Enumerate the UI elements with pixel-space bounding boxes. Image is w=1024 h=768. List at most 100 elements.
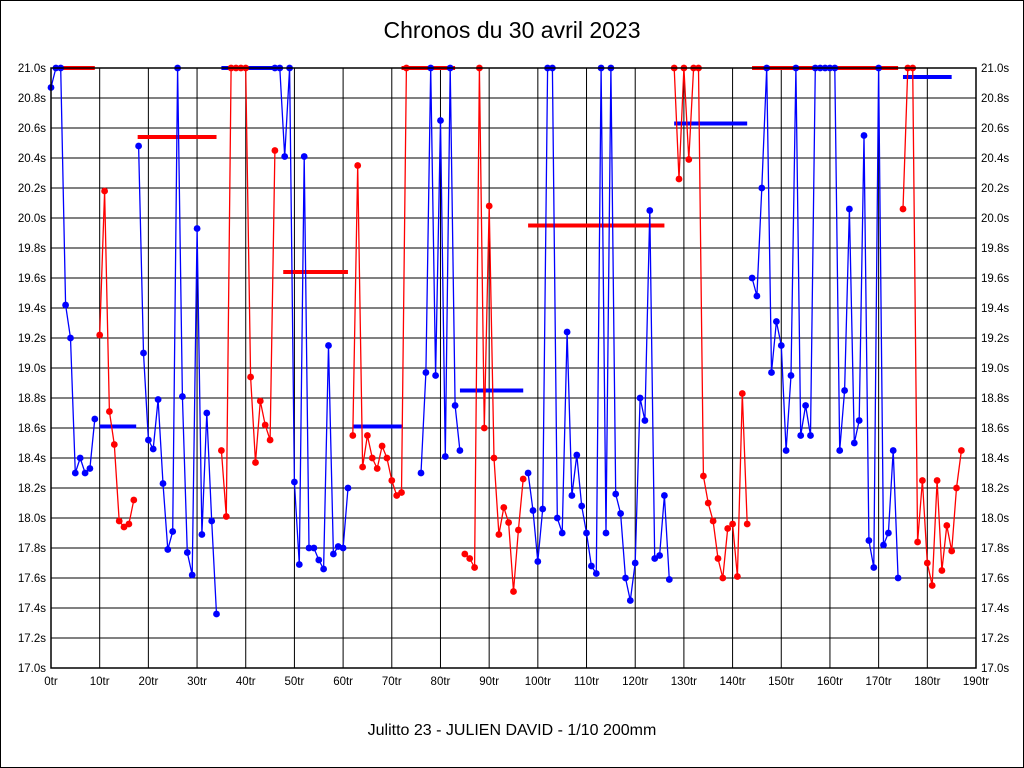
lap-dot <box>583 529 590 537</box>
lap-dot <box>145 436 152 444</box>
svg-text:20.4s: 20.4s <box>18 153 46 165</box>
lap-dot <box>115 517 123 525</box>
lap-dot <box>846 205 853 213</box>
lap-dot <box>291 478 298 486</box>
lap-dot <box>373 465 381 472</box>
lap-dot <box>315 556 323 564</box>
lap-dot <box>339 544 347 552</box>
svg-text:20.8s: 20.8s <box>981 93 1009 105</box>
svg-text:130tr: 130tr <box>671 676 697 688</box>
lap-dot <box>729 520 736 528</box>
svg-text:19.2s: 19.2s <box>981 333 1009 345</box>
lap-dot <box>958 447 965 454</box>
lap-dot <box>923 559 931 567</box>
lap-dot <box>588 562 595 570</box>
svg-text:20.0s: 20.0s <box>981 213 1009 225</box>
lap-dot <box>656 552 663 559</box>
lap-dot <box>889 447 897 454</box>
svg-text:40tr: 40tr <box>236 676 256 688</box>
lap-line <box>527 67 670 601</box>
lap-dot <box>81 469 89 477</box>
lap-dot <box>461 550 469 558</box>
svg-text:90tr: 90tr <box>479 676 499 688</box>
svg-text:20.2s: 20.2s <box>981 183 1009 195</box>
svg-text:19.4s: 19.4s <box>981 303 1009 315</box>
lap-dot <box>768 369 775 376</box>
svg-text:18.2s: 18.2s <box>18 483 46 495</box>
lap-dot <box>86 465 94 472</box>
lap-dot <box>213 610 220 618</box>
lap-dot <box>631 559 639 567</box>
lap-dot <box>349 432 357 439</box>
lap-dot <box>222 513 230 520</box>
svg-text:18.6s: 18.6s <box>18 423 46 435</box>
svg-text:21.0s: 21.0s <box>18 63 46 75</box>
lap-dot <box>154 396 162 403</box>
lap-dot <box>943 522 951 529</box>
lap-dot <box>106 408 113 415</box>
svg-text:17.6s: 17.6s <box>18 573 46 585</box>
lap-dot <box>758 184 766 192</box>
lap-dot <box>295 561 303 568</box>
lap-dot <box>719 574 727 582</box>
svg-text:140tr: 140tr <box>719 676 745 688</box>
svg-text:17.8s: 17.8s <box>18 543 46 555</box>
lap-dot <box>71 469 79 477</box>
lap-dot <box>91 415 99 423</box>
lap-dot <box>135 142 143 150</box>
lap-dot <box>865 537 873 544</box>
lap-dot <box>704 499 712 507</box>
lap-dot <box>870 564 878 571</box>
lap-dot <box>140 349 147 357</box>
svg-text:17.4s: 17.4s <box>981 603 1009 615</box>
svg-text:30tr: 30tr <box>187 676 207 688</box>
lap-dot <box>417 469 425 477</box>
lap-line <box>673 67 748 579</box>
lap-dot <box>787 372 795 379</box>
svg-text:19.0s: 19.0s <box>981 363 1009 375</box>
lap-dot <box>261 421 269 429</box>
svg-text:18.6s: 18.6s <box>981 423 1009 435</box>
lap-dot <box>149 445 157 453</box>
lap-dot <box>101 187 108 195</box>
svg-text:18.0s: 18.0s <box>18 513 46 525</box>
lap-dot <box>169 528 177 535</box>
lap-dot <box>193 225 201 232</box>
lap-dot <box>519 475 527 483</box>
lap-dot <box>198 531 206 538</box>
svg-text:0tr: 0tr <box>44 676 58 688</box>
lap-dot <box>500 504 508 511</box>
lap-dot <box>539 505 547 513</box>
svg-text:19.6s: 19.6s <box>18 273 46 285</box>
lap-dot <box>753 292 761 300</box>
lap-dot <box>130 496 138 504</box>
series-red-driver <box>96 64 965 595</box>
lap-dot <box>646 207 654 214</box>
plot-border <box>50 67 977 669</box>
svg-text:20tr: 20tr <box>138 676 158 688</box>
lap-dot <box>271 147 279 154</box>
lap-dot <box>441 453 449 460</box>
lap-dot <box>738 390 746 397</box>
lap-dot <box>748 274 756 282</box>
lap-dot <box>553 514 561 522</box>
lap-dot <box>734 573 741 580</box>
lap-line <box>50 67 96 475</box>
svg-text:17.0s: 17.0s <box>18 663 46 675</box>
lap-dot <box>515 526 522 534</box>
x-axis-labels: 0tr 10tr 20tr 30tr 40tr 50tr 60tr 70tr 80tr 90tr 1… <box>44 676 989 688</box>
lap-dot <box>841 387 848 394</box>
lap-line <box>902 67 963 586</box>
lap-dot <box>120 523 128 531</box>
lap-dot <box>807 432 814 439</box>
svg-text:17.6s: 17.6s <box>981 573 1009 585</box>
lap-dot <box>256 397 264 405</box>
svg-text:70tr: 70tr <box>382 676 402 688</box>
svg-text:110tr: 110tr <box>574 676 600 688</box>
svg-text:21.0s: 21.0s <box>981 63 1009 75</box>
svg-text:100tr: 100tr <box>525 676 551 688</box>
lap-dot <box>330 550 337 558</box>
svg-text:17.0s: 17.0s <box>981 663 1009 675</box>
lap-dot <box>62 301 69 309</box>
